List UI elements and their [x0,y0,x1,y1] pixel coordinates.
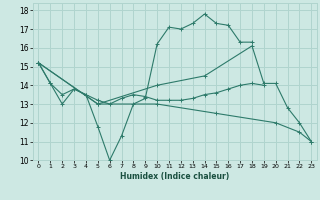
X-axis label: Humidex (Indice chaleur): Humidex (Indice chaleur) [120,172,229,181]
